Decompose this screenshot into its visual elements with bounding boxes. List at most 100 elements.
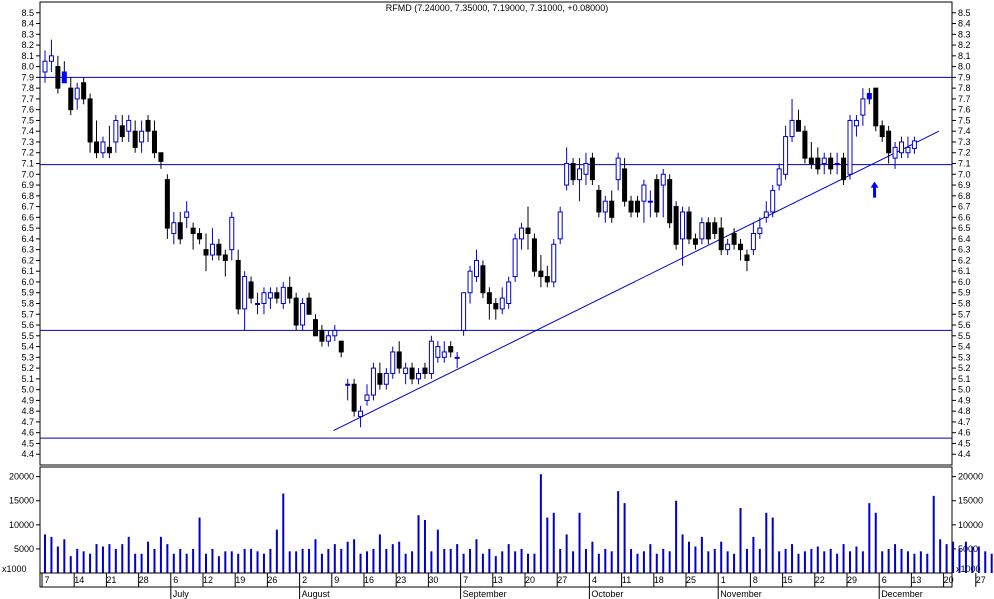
candle-body xyxy=(834,163,840,166)
candle-body xyxy=(660,173,666,186)
candle-body xyxy=(892,146,898,159)
candle-body xyxy=(499,297,505,310)
candle-body xyxy=(274,292,280,299)
candle-body xyxy=(113,119,119,143)
up-arrow-icon xyxy=(870,181,879,198)
x-tick-label: 6 xyxy=(173,575,178,585)
candle-body xyxy=(119,125,125,138)
month-label: August xyxy=(302,589,331,599)
volume-panel: 5000 5000 10000 10000 15000 15000 20000 20000 x1… xyxy=(2,466,993,574)
y-tick-label: 5.3 xyxy=(958,352,971,362)
candle-body xyxy=(171,222,177,235)
y-tick-label: 5.1 xyxy=(21,374,34,384)
x-tick-label: 7 xyxy=(463,575,468,585)
y-tick-label: 6.0 xyxy=(21,277,34,287)
candle-body xyxy=(345,383,351,386)
candle-body xyxy=(461,292,467,331)
candle-body xyxy=(841,157,847,181)
x-tick-label: 12 xyxy=(203,575,213,585)
candle-body xyxy=(770,189,776,213)
candle-body xyxy=(396,351,402,369)
y-tick-label: 7.3 xyxy=(21,137,34,147)
x-tick-label: 9 xyxy=(334,575,339,585)
candle-body xyxy=(422,367,428,374)
candle-body xyxy=(467,270,473,294)
candle-body xyxy=(242,276,248,310)
volume-tick-label: 10000 xyxy=(958,520,983,530)
x-tick-label: 7 xyxy=(44,575,49,585)
candle-body xyxy=(589,157,595,181)
y-tick-label: 4.7 xyxy=(958,417,971,427)
candle-body xyxy=(132,130,138,148)
x-tick-label: 21 xyxy=(106,575,116,585)
y-tick-label: 7.6 xyxy=(21,105,34,115)
candle-body xyxy=(126,119,132,132)
candle-body xyxy=(634,200,640,213)
volume-tick-label: 15000 xyxy=(9,496,34,506)
y-tick-label: 5.2 xyxy=(21,363,34,373)
candle-body xyxy=(783,136,789,175)
x-tick-label: 29 xyxy=(847,575,857,585)
candle-body xyxy=(416,372,422,380)
y-tick-label: 4.7 xyxy=(21,417,34,427)
y-tick-label: 8.2 xyxy=(958,40,971,50)
candle-body xyxy=(435,346,441,358)
candle-body xyxy=(763,211,769,218)
y-tick-label: 5.0 xyxy=(958,385,971,395)
candle-body xyxy=(325,335,331,342)
candle-body xyxy=(87,98,93,143)
candle-body xyxy=(828,157,834,170)
candle-body xyxy=(486,292,492,304)
y-tick-label: 6.3 xyxy=(958,245,971,255)
y-tick-label: 7.3 xyxy=(958,137,971,147)
candle-body xyxy=(158,152,164,162)
candle-body xyxy=(673,206,679,245)
x-tick-label: 27 xyxy=(976,575,986,585)
y-tick-label: 5.4 xyxy=(21,342,34,352)
candle-body xyxy=(577,168,583,181)
y-tick-label: 5.0 xyxy=(21,385,34,395)
candle-body xyxy=(911,140,917,149)
candle-body xyxy=(358,410,364,418)
y-tick-label: 5.7 xyxy=(21,309,34,319)
candle-body xyxy=(55,66,61,89)
y-tick-label: 4.6 xyxy=(21,428,34,438)
y-tick-label: 4.4 xyxy=(21,449,34,459)
candle-body xyxy=(899,141,905,154)
candle-body xyxy=(94,141,100,154)
y-tick-label: 7.7 xyxy=(21,94,34,104)
y-tick-label: 4.8 xyxy=(958,406,971,416)
candle-body xyxy=(757,227,763,234)
y-tick-label: 8.0 xyxy=(21,62,34,72)
candle-body xyxy=(441,351,447,358)
y-tick-label: 6.9 xyxy=(21,180,34,190)
y-tick-label: 8.1 xyxy=(21,51,34,61)
y-tick-label: 4.5 xyxy=(21,438,34,448)
candle-body xyxy=(879,125,885,138)
y-tick-label: 7.6 xyxy=(958,105,971,115)
y-tick-label: 8.4 xyxy=(958,19,971,29)
y-tick-label: 4.9 xyxy=(21,395,34,405)
candle-body xyxy=(428,340,434,374)
candle-body xyxy=(583,163,589,175)
y-tick-label: 6.4 xyxy=(21,234,34,244)
y-tick-label: 7.9 xyxy=(21,72,34,82)
candle-body xyxy=(164,179,170,229)
candle-body xyxy=(177,222,183,240)
y-tick-label: 7.8 xyxy=(958,83,971,93)
y-tick-label: 7.4 xyxy=(21,126,34,136)
y-tick-label: 4.6 xyxy=(958,428,971,438)
y-tick-label: 7.5 xyxy=(958,115,971,125)
chart-title: RFMD (7.24000, 7.35000, 7.19000, 7.31000… xyxy=(385,3,609,13)
candle-body xyxy=(383,372,389,385)
month-label: November xyxy=(720,589,762,599)
y-tick-label: 8.4 xyxy=(21,19,34,29)
candle-body xyxy=(731,233,737,245)
x-tick-label: 1 xyxy=(721,575,726,585)
candle-body xyxy=(364,394,370,401)
candle-body xyxy=(596,189,602,213)
y-tick-label: 7.1 xyxy=(958,159,971,169)
candle-body xyxy=(692,238,698,245)
volume-tick-label: 5000 xyxy=(14,544,34,554)
y-tick-label: 5.6 xyxy=(21,320,34,330)
